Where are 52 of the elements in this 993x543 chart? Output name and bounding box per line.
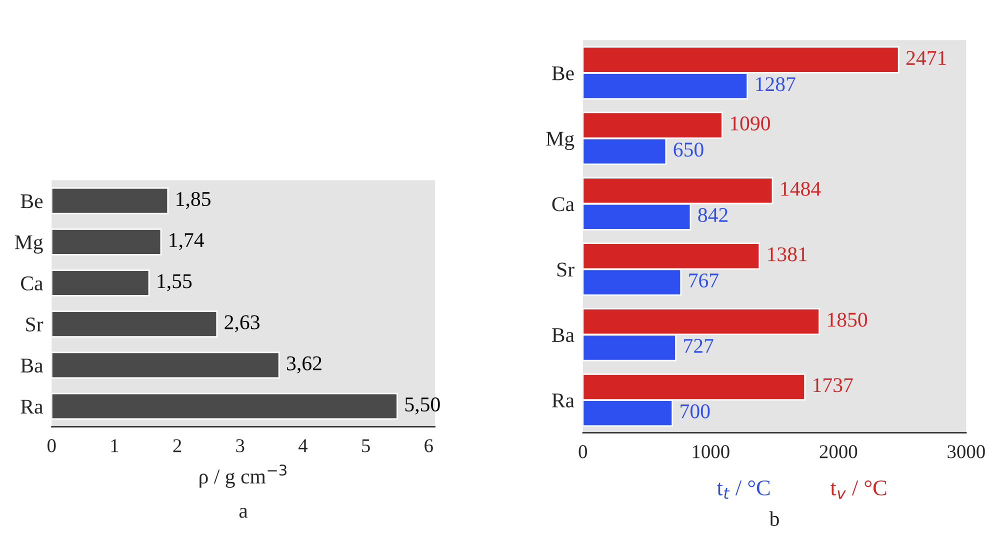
y-tick-label: Ra	[552, 394, 574, 408]
data-label: 5,50	[405, 397, 440, 414]
data-label: 1484	[781, 182, 821, 196]
y-tick-label: Ba	[20, 358, 44, 373]
x-tick-label: 5	[362, 439, 370, 452]
x-tick-label: 1000	[692, 445, 730, 458]
bar	[52, 270, 150, 296]
y-tick-label: Be	[20, 194, 43, 208]
y-tick-label: Ra	[20, 400, 44, 414]
data-label: 2,63	[224, 315, 260, 332]
bar	[52, 228, 162, 256]
y-tick-label: Be	[552, 66, 574, 80]
data-label: 1381	[768, 247, 807, 262]
data-label: 1090	[730, 116, 770, 130]
x-tick-label: 4	[298, 439, 308, 452]
data-label: 842	[698, 208, 728, 222]
y-tick-label: Ba	[552, 328, 574, 342]
data-label: 727	[684, 338, 714, 353]
bar	[52, 310, 218, 338]
y-tick-label: Ca	[552, 197, 574, 212]
x-axis-title: ρ / g cm$^{−3}$	[200, 464, 286, 488]
data-label: 1,85	[176, 192, 210, 210]
text: a	[239, 508, 248, 518]
x-tick-label: 6	[424, 439, 433, 452]
x-tick-label: 2	[173, 439, 182, 452]
x-tick-label: 1	[111, 439, 118, 452]
data-label: 1287	[756, 77, 796, 92]
data-label: 1737	[814, 378, 853, 392]
bar	[52, 352, 280, 379]
x-tick-label: 3	[236, 439, 244, 452]
data-label: 1,74	[170, 233, 204, 250]
x-tick-label: 0	[578, 445, 588, 458]
text: b	[769, 511, 779, 526]
data-label: 1,55	[158, 274, 192, 292]
y-tick-label: Ca	[21, 276, 44, 290]
data-label: 3,62	[287, 356, 322, 374]
data-label: 650	[674, 142, 704, 157]
y-tick-label: Sr	[557, 262, 574, 277]
data-label: 700	[680, 404, 710, 418]
bar	[52, 392, 398, 420]
x-tick-label: 0	[48, 439, 56, 452]
data-label: 2471	[906, 51, 946, 65]
data-label: 1850	[828, 312, 868, 327]
data-label: 767	[689, 273, 718, 288]
y-tick-label: Mg	[546, 132, 574, 150]
bar	[52, 187, 169, 214]
x-tick-label: 3000	[948, 445, 985, 458]
text: t$_{t}$ / °C	[716, 480, 770, 499]
text: t$_{v}$ / °C	[830, 480, 886, 499]
y-tick-label: Mg	[14, 235, 43, 254]
y-tick-label: Sr	[26, 318, 44, 332]
x-tick-label: 2000	[820, 445, 858, 458]
